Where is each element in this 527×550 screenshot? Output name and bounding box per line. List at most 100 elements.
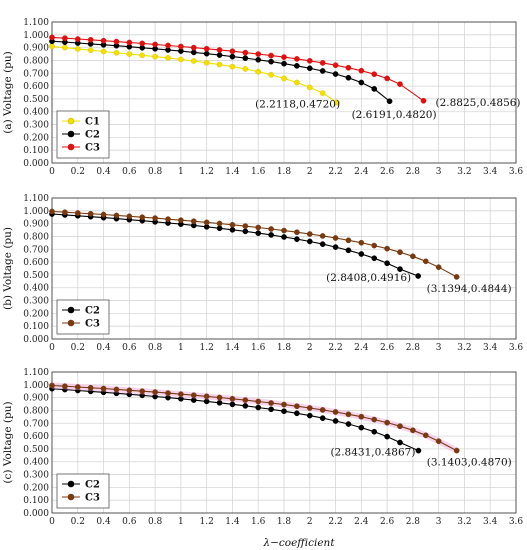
y-tick-label: 0.200 (23, 133, 49, 143)
y-tick-label: 1.000 (23, 381, 49, 391)
data-point (332, 235, 339, 241)
x-tick-label: 1.2 (200, 167, 214, 177)
data-point (242, 223, 249, 229)
data-point (294, 236, 300, 242)
y-tick-label: 1.100 (23, 368, 49, 378)
data-point (100, 48, 107, 55)
data-point (268, 52, 274, 59)
point-annotation: (2.8431,0.4867) (330, 447, 415, 459)
y-tick-label: 0.000 (23, 509, 49, 519)
x-tick-label: 0.2 (71, 343, 85, 353)
data-point (255, 51, 262, 57)
x-tick-label: 2.4 (354, 167, 369, 177)
data-point (319, 241, 326, 247)
data-point (345, 64, 352, 71)
y-tick-label: 0.500 (23, 271, 49, 281)
data-point (268, 400, 274, 406)
data-point (74, 36, 81, 42)
data-point (397, 423, 403, 430)
x-tick-label: 1.2 (200, 343, 214, 353)
legend-box (56, 473, 110, 509)
x-tick-label: 0.2 (71, 517, 85, 527)
data-point (49, 382, 55, 389)
x-tick-label: 1.6 (251, 343, 266, 353)
data-point (415, 447, 422, 454)
y-tick-label: 0.100 (23, 146, 49, 156)
data-point (268, 232, 274, 238)
data-point (371, 86, 378, 92)
legend-label: C2 (85, 306, 100, 317)
series-line-c3 (51, 36, 424, 102)
panel-b: 0.000 0.100 0.200 0.300 0.400 0.500 0.600 0.700… (2, 194, 523, 353)
data-point (453, 447, 460, 454)
y-tick-label: 0.400 (23, 458, 49, 468)
x-tick-label: 0.6 (122, 167, 137, 177)
y-axis-label: (c) Voltage (pu) (2, 401, 14, 483)
y-tick-label: 0.400 (23, 284, 49, 294)
y-tick-label: 0.900 (23, 394, 49, 404)
x-tick-label: 3.2 (457, 167, 471, 177)
x-tick-label: 2.6 (380, 517, 395, 527)
data-point (62, 383, 68, 390)
x-tick-label: 0.8 (148, 343, 163, 353)
data-point (397, 249, 403, 256)
data-point (100, 211, 107, 218)
data-point (255, 404, 262, 411)
data-point (152, 215, 158, 221)
data-point (415, 273, 421, 279)
y-tick-label: 0.500 (23, 95, 49, 105)
y-tick-label: 0.600 (23, 82, 49, 92)
data-point (332, 71, 339, 77)
x-tick-label: 2.4 (354, 343, 369, 353)
x-tick-label: 0.4 (96, 343, 111, 353)
x-tick-label: 1.6 (251, 517, 266, 527)
data-point (281, 401, 287, 408)
x-tick-label: 0 (49, 517, 55, 527)
data-point (397, 439, 403, 446)
data-point (100, 385, 107, 392)
x-tick-label: 0.4 (96, 517, 111, 527)
legend-swatch-marker (67, 306, 75, 314)
data-point (139, 52, 146, 59)
data-point (332, 418, 339, 424)
y-tick-label: 0.600 (23, 432, 49, 442)
y-tick-label: 0.700 (23, 245, 49, 255)
legend-swatch-marker (67, 143, 75, 151)
x-tick-label: 1 (178, 343, 184, 353)
y-tick-label: 0.000 (23, 159, 49, 169)
y-tick-label: 0.800 (23, 232, 49, 242)
data-point (242, 397, 249, 403)
y-tick-label: 0.300 (23, 297, 49, 307)
x-tick-label: 2.2 (328, 167, 342, 177)
data-point (242, 402, 249, 409)
legend-label: C3 (85, 143, 100, 154)
data-point (229, 53, 236, 60)
data-point (384, 245, 390, 252)
data-point (294, 62, 300, 69)
legend-swatch-marker (67, 480, 75, 488)
data-point (410, 427, 416, 434)
plot-frame (51, 21, 517, 164)
data-point (319, 415, 326, 421)
data-point (113, 386, 120, 393)
x-tick-label: 3.4 (483, 517, 498, 527)
data-point (178, 43, 184, 50)
data-point (319, 68, 326, 74)
data-point (216, 399, 223, 406)
data-point (281, 75, 287, 82)
data-point (74, 46, 81, 52)
point-annotation: (2.8408,0.4916) (326, 272, 411, 284)
data-point (358, 424, 365, 431)
data-point (242, 66, 249, 72)
y-tick-label: 0.700 (23, 419, 49, 429)
data-point (294, 229, 300, 236)
data-point (229, 48, 236, 55)
data-point (203, 59, 210, 66)
data-point (190, 218, 197, 225)
data-point (294, 410, 300, 417)
data-point (242, 228, 249, 235)
data-point (87, 384, 94, 391)
x-tick-label: 2.4 (354, 517, 369, 527)
data-point (190, 392, 197, 399)
y-tick-label: 0.600 (23, 258, 49, 268)
